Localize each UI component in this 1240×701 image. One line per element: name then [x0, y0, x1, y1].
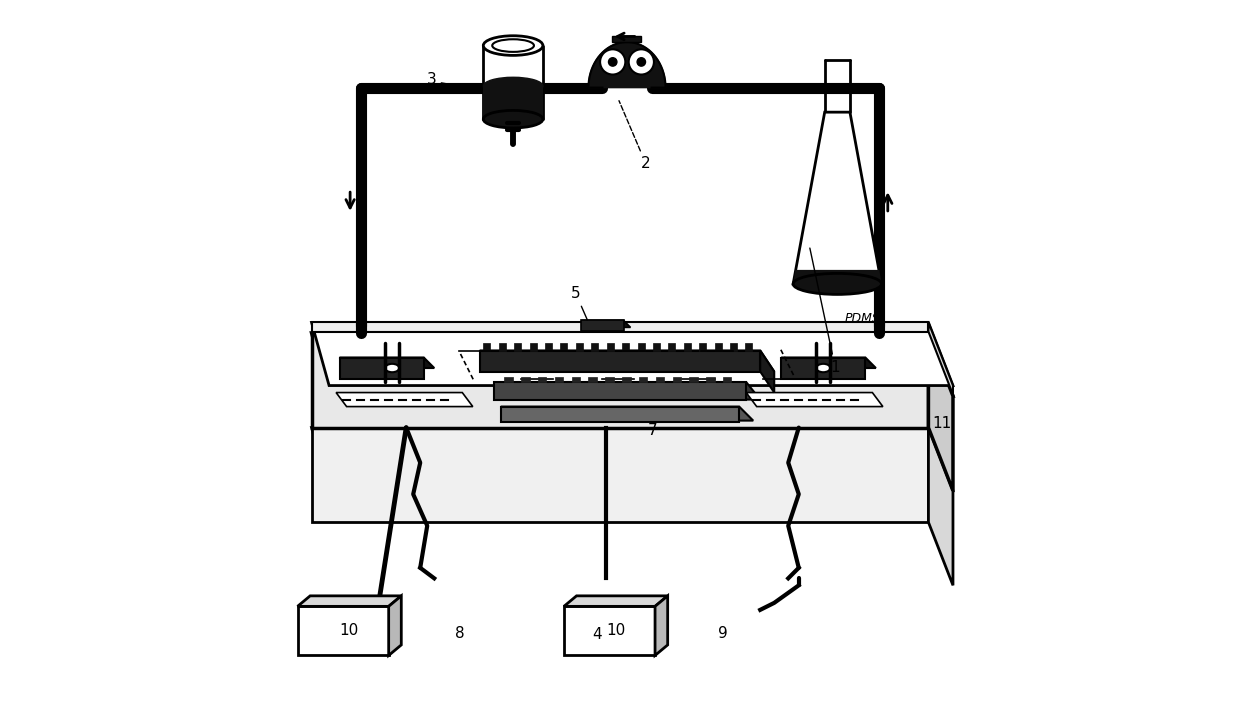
Polygon shape — [929, 322, 954, 395]
Polygon shape — [582, 320, 630, 327]
Polygon shape — [554, 377, 563, 382]
Polygon shape — [668, 343, 676, 350]
Polygon shape — [340, 358, 424, 379]
Polygon shape — [699, 343, 707, 350]
Circle shape — [600, 49, 625, 74]
Polygon shape — [501, 407, 739, 422]
Polygon shape — [591, 343, 598, 350]
Polygon shape — [622, 377, 630, 382]
Polygon shape — [794, 270, 882, 284]
Polygon shape — [311, 333, 929, 428]
Circle shape — [637, 57, 646, 66]
Text: 10: 10 — [340, 623, 360, 639]
Polygon shape — [560, 343, 568, 350]
Text: 7: 7 — [649, 423, 657, 437]
Polygon shape — [388, 596, 402, 655]
Text: 3: 3 — [428, 72, 436, 87]
Polygon shape — [653, 343, 660, 350]
Polygon shape — [538, 377, 547, 382]
Polygon shape — [655, 596, 667, 655]
Polygon shape — [494, 382, 760, 400]
Polygon shape — [311, 428, 954, 491]
Ellipse shape — [484, 36, 543, 55]
Polygon shape — [689, 377, 698, 382]
Circle shape — [629, 49, 653, 74]
Polygon shape — [605, 377, 614, 382]
Text: 10: 10 — [606, 623, 625, 639]
Polygon shape — [298, 606, 388, 655]
Text: 8: 8 — [455, 626, 465, 641]
Polygon shape — [714, 343, 722, 350]
Polygon shape — [746, 393, 883, 407]
Polygon shape — [484, 86, 543, 119]
Polygon shape — [637, 343, 645, 350]
Polygon shape — [340, 358, 434, 368]
Polygon shape — [781, 358, 866, 379]
Polygon shape — [683, 343, 691, 350]
Polygon shape — [515, 343, 521, 350]
Polygon shape — [760, 350, 774, 393]
Polygon shape — [480, 350, 760, 372]
Polygon shape — [929, 333, 954, 491]
Polygon shape — [730, 343, 737, 350]
Text: 1: 1 — [810, 248, 839, 374]
Polygon shape — [494, 382, 746, 400]
Polygon shape — [656, 377, 665, 382]
Polygon shape — [498, 343, 506, 350]
Circle shape — [609, 57, 618, 66]
Polygon shape — [484, 343, 490, 350]
Text: 2: 2 — [619, 101, 651, 171]
Polygon shape — [781, 358, 875, 368]
Polygon shape — [564, 596, 667, 606]
Polygon shape — [298, 596, 402, 606]
Polygon shape — [611, 36, 641, 42]
Polygon shape — [501, 407, 753, 421]
Ellipse shape — [386, 364, 399, 372]
Polygon shape — [929, 428, 954, 585]
Polygon shape — [622, 343, 629, 350]
Polygon shape — [589, 377, 596, 382]
Text: PDMS: PDMS — [844, 313, 880, 325]
Polygon shape — [606, 343, 614, 350]
Polygon shape — [480, 350, 774, 372]
Polygon shape — [529, 343, 537, 350]
Text: 4: 4 — [591, 627, 601, 642]
Polygon shape — [505, 377, 513, 382]
Ellipse shape — [794, 273, 882, 294]
Polygon shape — [564, 606, 655, 655]
Ellipse shape — [484, 110, 543, 128]
Polygon shape — [723, 377, 732, 382]
Polygon shape — [639, 377, 647, 382]
Polygon shape — [311, 428, 929, 522]
Polygon shape — [672, 377, 681, 382]
Text: 11: 11 — [932, 416, 951, 430]
Text: 5: 5 — [570, 286, 588, 320]
Polygon shape — [707, 377, 714, 382]
Ellipse shape — [816, 364, 831, 372]
Polygon shape — [745, 343, 753, 350]
Ellipse shape — [492, 39, 534, 52]
Text: 9: 9 — [718, 626, 728, 641]
Polygon shape — [311, 322, 954, 386]
Polygon shape — [575, 343, 583, 350]
Polygon shape — [336, 393, 472, 407]
Polygon shape — [794, 112, 882, 284]
Polygon shape — [521, 377, 529, 382]
Polygon shape — [546, 343, 552, 350]
Polygon shape — [572, 377, 580, 382]
Polygon shape — [311, 322, 929, 332]
Polygon shape — [582, 320, 624, 331]
Ellipse shape — [484, 77, 543, 95]
Polygon shape — [311, 333, 954, 396]
Polygon shape — [589, 42, 666, 88]
